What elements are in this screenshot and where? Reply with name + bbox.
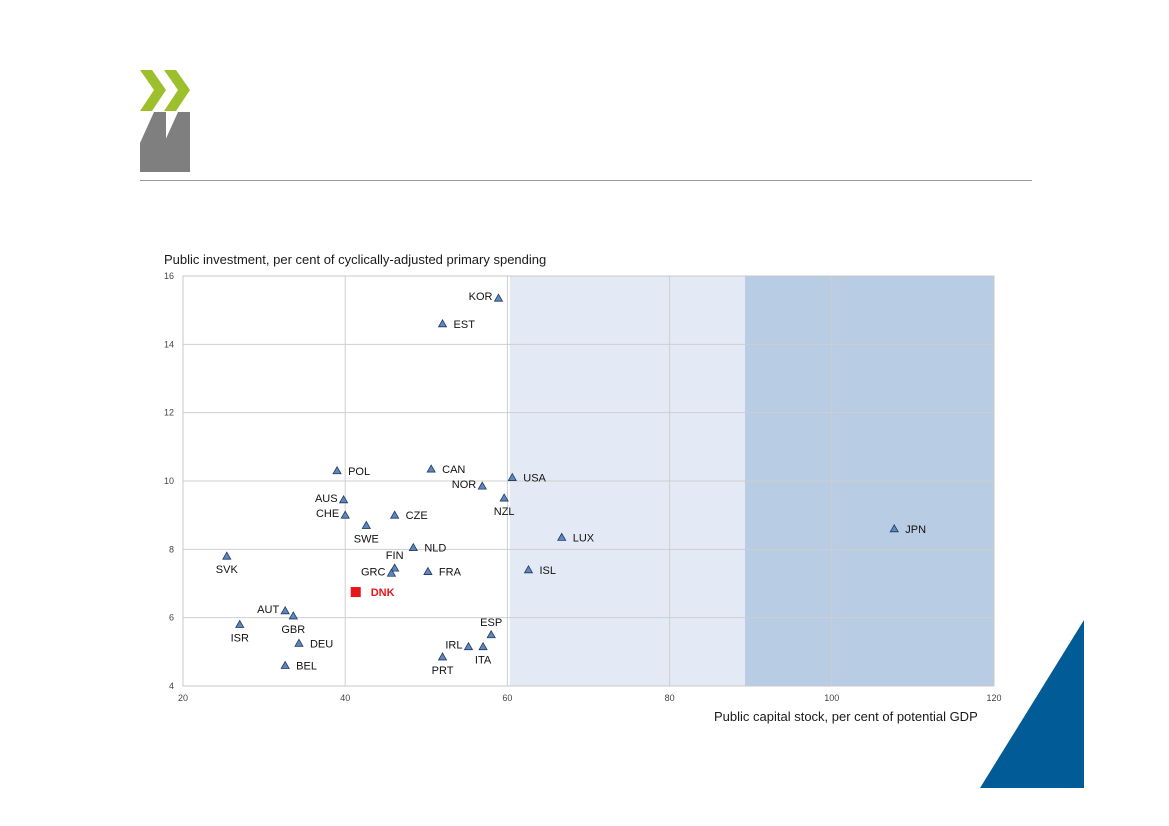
point-irl <box>463 641 474 651</box>
point-label-lux: LUX <box>573 532 595 544</box>
point-isl <box>523 565 534 574</box>
point-label-isl: ISL <box>539 565 556 577</box>
x-tick-label-100: 100 <box>824 693 839 703</box>
x-tick-label-60: 60 <box>502 693 512 703</box>
point-nzl <box>499 493 509 502</box>
logo-chevron-grey-1 <box>140 112 166 172</box>
point-isr <box>235 619 245 628</box>
y-tick-label-14: 14 <box>164 339 174 349</box>
point-nor <box>477 481 487 490</box>
point-cze <box>389 510 400 519</box>
point-fra <box>423 566 433 575</box>
point-label-svk: SVK <box>216 564 239 576</box>
point-deu <box>294 638 304 647</box>
point-label-bel: BEL <box>296 661 317 673</box>
y-tick-label-10: 10 <box>164 476 174 486</box>
point-label-aus: AUS <box>315 493 338 505</box>
point-label-usa: USA <box>523 473 546 485</box>
point-esp <box>486 629 496 639</box>
header-divider <box>140 180 1032 181</box>
point-ita <box>478 641 488 651</box>
point-bel <box>280 660 290 669</box>
point-kor <box>493 293 504 302</box>
y-axis-title: Public investment, per cent of cyclicall… <box>164 252 547 267</box>
point-dnk <box>350 587 361 598</box>
point-label-pol: POL <box>348 466 370 478</box>
logo-chevron-grey-2 <box>164 112 190 172</box>
point-label-est: EST <box>454 319 476 331</box>
point-che <box>340 510 350 519</box>
y-tick-label-8: 8 <box>169 544 174 554</box>
point-swe <box>361 520 371 529</box>
x-axis-title: Public capital stock, per cent of potent… <box>714 709 978 724</box>
point-can <box>426 464 436 473</box>
logo-chevron-green-1 <box>140 70 166 111</box>
point-label-irl: IRL <box>445 640 462 652</box>
point-label-deu: DEU <box>310 638 333 650</box>
point-label-isr: ISR <box>231 633 249 645</box>
point-aus <box>338 494 349 504</box>
point-label-ita: ITA <box>475 655 492 667</box>
point-lux <box>557 532 567 541</box>
point-label-nor: NOR <box>452 479 477 491</box>
point-label-che: CHE <box>316 508 339 520</box>
point-usa <box>507 472 517 481</box>
oecd-logo <box>140 70 190 172</box>
plot-frame <box>182 275 995 687</box>
point-jpn <box>889 524 899 533</box>
logo-chevron-green-2 <box>164 70 190 111</box>
point-label-fra: FRA <box>439 567 462 579</box>
y-tick-label-4: 4 <box>169 681 174 691</box>
point-prt <box>437 652 448 661</box>
y-tick-label-6: 6 <box>169 613 174 623</box>
point-label-cze: CZE <box>406 510 428 522</box>
point-label-swe: SWE <box>354 533 379 545</box>
x-tick-label-20: 20 <box>178 693 188 703</box>
point-label-grc: GRC <box>361 566 386 578</box>
x-tick-label-40: 40 <box>340 693 350 703</box>
x-tick-label-80: 80 <box>665 693 675 703</box>
point-label-nld: NLD <box>424 543 446 555</box>
point-gbr <box>288 611 298 620</box>
point-label-nzl: NZL <box>494 506 515 518</box>
point-label-fin: FIN <box>386 550 404 562</box>
point-label-jpn: JPN <box>905 524 926 536</box>
point-svk <box>222 551 232 560</box>
point-label-esp: ESP <box>480 617 502 629</box>
point-label-kor: KOR <box>469 291 493 303</box>
point-fin <box>389 563 400 572</box>
point-aut <box>280 606 290 615</box>
point-label-prt: PRT <box>432 665 454 677</box>
point-pol <box>332 465 342 475</box>
point-label-aut: AUT <box>257 604 279 616</box>
corner-triangle-decoration <box>980 620 1084 788</box>
y-tick-label-12: 12 <box>164 408 174 418</box>
point-grc <box>386 568 397 577</box>
point-nld <box>408 542 419 552</box>
point-label-gbr: GBR <box>281 624 305 636</box>
point-label-dnk: DNK <box>371 587 395 599</box>
point-est <box>437 319 448 328</box>
x-tick-label-120: 120 <box>986 693 1001 703</box>
point-label-can: CAN <box>442 464 465 476</box>
y-tick-label-16: 16 <box>164 271 174 281</box>
